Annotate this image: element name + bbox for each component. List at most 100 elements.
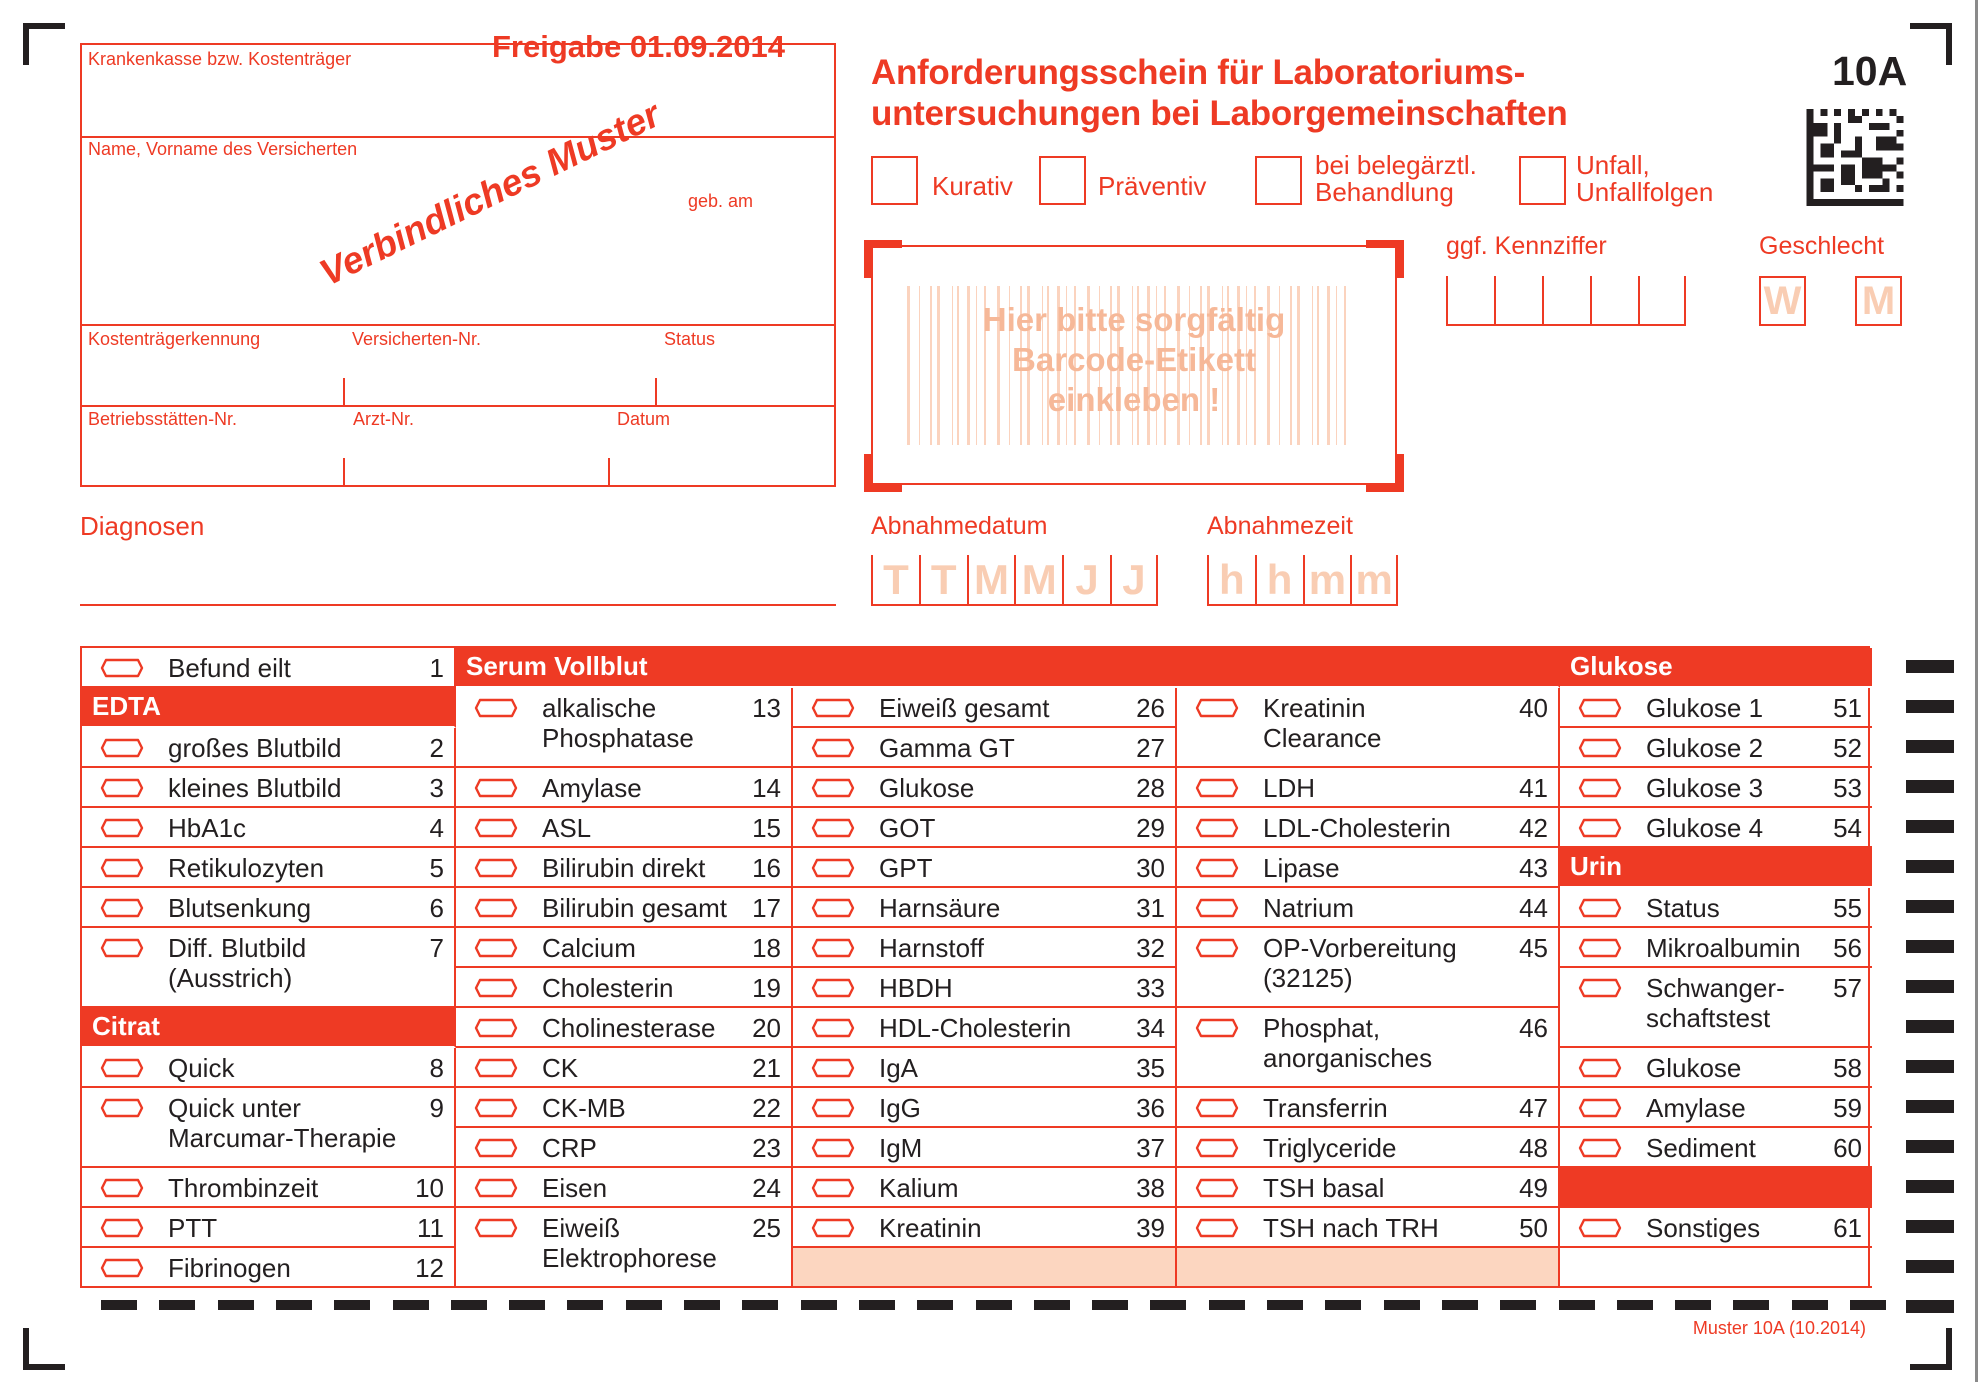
test-item-49[interactable]: TSH basal 49: [1177, 1168, 1560, 1208]
checkbox-pill-icon[interactable]: [1578, 738, 1622, 758]
test-item-2[interactable]: großes Blutbild 2: [82, 728, 456, 768]
checkbox-belegaerztl[interactable]: [1255, 156, 1302, 205]
test-item-5[interactable]: Retikulozyten 5: [82, 848, 456, 888]
digit-cell[interactable]: J: [1109, 555, 1158, 604]
checkbox-pill-icon[interactable]: [811, 858, 855, 878]
checkbox-pill-icon[interactable]: [1195, 698, 1239, 718]
test-item-52[interactable]: Glukose 2 52: [1560, 728, 1872, 768]
checkbox-pill-icon[interactable]: [1578, 698, 1622, 718]
test-item-32[interactable]: Harnstoff 32: [793, 928, 1177, 968]
checkbox-pill-icon[interactable]: [1195, 1218, 1239, 1238]
checkbox-pill-icon[interactable]: [1578, 1058, 1622, 1078]
checkbox-pill-icon[interactable]: [811, 1018, 855, 1038]
checkbox-pill-icon[interactable]: [474, 1138, 518, 1158]
test-item-57[interactable]: Schwanger- schaftstest 57: [1560, 968, 1872, 1048]
checkbox-pill-icon[interactable]: [811, 1178, 855, 1198]
doctor-number-field[interactable]: Arzt-Nr.: [353, 409, 414, 429]
test-item-44[interactable]: Natrium 44: [1177, 888, 1560, 928]
checkbox-pill-icon[interactable]: [1578, 898, 1622, 918]
test-item-42[interactable]: LDL-Cholesterin 42: [1177, 808, 1560, 848]
checkbox-pill-icon[interactable]: [1195, 1098, 1239, 1118]
test-item-17[interactable]: Bilirubin gesamt 17: [456, 888, 793, 928]
test-item-23[interactable]: CRP 23: [456, 1128, 793, 1168]
checkbox-pill-icon[interactable]: [1195, 938, 1239, 958]
checkbox-pill-icon[interactable]: [100, 818, 144, 838]
digit-cell[interactable]: m: [1350, 555, 1398, 604]
checkbox-pill-icon[interactable]: [474, 858, 518, 878]
checkbox-pill-icon[interactable]: [1195, 818, 1239, 838]
checkbox-pill-icon[interactable]: [1195, 1138, 1239, 1158]
digit-cell[interactable]: m: [1302, 555, 1351, 604]
checkbox-pill-icon[interactable]: [474, 978, 518, 998]
checkbox-pill-icon[interactable]: [474, 1218, 518, 1238]
sex-female-box[interactable]: W: [1759, 276, 1806, 326]
digit-cell[interactable]: [1446, 276, 1494, 324]
diagnoses-input-line[interactable]: [80, 604, 836, 606]
test-item-56[interactable]: Mikroalbumin 56: [1560, 928, 1872, 968]
payer-id-field[interactable]: Kostenträgerkennung: [88, 329, 261, 349]
checkbox-pill-icon[interactable]: [1195, 858, 1239, 878]
test-item-31[interactable]: Harnsäure 31: [793, 888, 1177, 928]
digit-cell[interactable]: [1590, 276, 1638, 324]
test-item-58[interactable]: Glukose 58: [1560, 1048, 1872, 1088]
test-item-39[interactable]: Kreatinin 39: [793, 1208, 1177, 1248]
test-item-22[interactable]: CK-MB 22: [456, 1088, 793, 1128]
test-item-30[interactable]: GPT 30: [793, 848, 1177, 888]
checkbox-pill-icon[interactable]: [1578, 778, 1622, 798]
test-item-60[interactable]: Sediment 60: [1560, 1128, 1872, 1168]
checkbox-pill-icon[interactable]: [474, 938, 518, 958]
test-item-12[interactable]: Fibrinogen 12: [82, 1248, 456, 1288]
checkbox-pill-icon[interactable]: [811, 978, 855, 998]
test-item-4[interactable]: HbA1c 4: [82, 808, 456, 848]
checkbox-pill-icon[interactable]: [1195, 1178, 1239, 1198]
checkbox-pill-icon[interactable]: [100, 738, 144, 758]
checkbox-pill-icon[interactable]: [811, 1098, 855, 1118]
test-item-45[interactable]: OP-Vorbereitung (32125) 45: [1177, 928, 1560, 1008]
test-item-59[interactable]: Amylase 59: [1560, 1088, 1872, 1128]
checkbox-pill-icon[interactable]: [474, 818, 518, 838]
test-item-47[interactable]: Transferrin 47: [1177, 1088, 1560, 1128]
digit-cell[interactable]: J: [1062, 555, 1110, 604]
digit-cell[interactable]: M: [966, 555, 1015, 604]
test-item-1[interactable]: Befund eilt 1: [82, 648, 456, 688]
checkbox-pill-icon[interactable]: [1578, 938, 1622, 958]
checkbox-pill-icon[interactable]: [100, 858, 144, 878]
checkbox-pill-icon[interactable]: [474, 1018, 518, 1038]
checkbox-unfall[interactable]: [1519, 156, 1566, 205]
kennziffer-input[interactable]: [1446, 276, 1686, 326]
test-item-18[interactable]: Calcium 18: [456, 928, 793, 968]
test-item-8[interactable]: Quick 8: [82, 1048, 456, 1088]
test-item-50[interactable]: TSH nach TRH 50: [1177, 1208, 1560, 1248]
birth-date-field[interactable]: geb. am: [688, 191, 754, 211]
checkbox-pill-icon[interactable]: [100, 1258, 144, 1278]
test-item-9[interactable]: Quick unter Marcumar-Therapie 9: [82, 1088, 456, 1168]
checkbox-pill-icon[interactable]: [100, 1058, 144, 1078]
test-item-16[interactable]: Bilirubin direkt 16: [456, 848, 793, 888]
test-item-61[interactable]: Sonstiges 61: [1560, 1208, 1872, 1248]
digit-cell[interactable]: T: [918, 555, 967, 604]
checkbox-pill-icon[interactable]: [100, 778, 144, 798]
checkbox-pill-icon[interactable]: [1578, 1218, 1622, 1238]
sex-male-box[interactable]: M: [1855, 276, 1902, 326]
checkbox-pill-icon[interactable]: [811, 1058, 855, 1078]
test-item-25[interactable]: Eiweiß Elektrophorese 25: [456, 1208, 793, 1288]
test-item-40[interactable]: Kreatinin Clearance 40: [1177, 688, 1560, 768]
checkbox-kurativ[interactable]: [871, 156, 918, 205]
test-item-10[interactable]: Thrombinzeit 10: [82, 1168, 456, 1208]
date-field[interactable]: Datum: [617, 409, 671, 429]
digit-cell[interactable]: h: [1207, 555, 1255, 604]
insured-number-field[interactable]: Versicherten-Nr.: [352, 329, 482, 349]
checkbox-pill-icon[interactable]: [100, 658, 144, 678]
test-item-51[interactable]: Glukose 1 51: [1560, 688, 1872, 728]
checkbox-pill-icon[interactable]: [811, 1218, 855, 1238]
digit-cell[interactable]: [1542, 276, 1590, 324]
checkbox-pill-icon[interactable]: [474, 698, 518, 718]
digit-cell[interactable]: M: [1014, 555, 1062, 604]
test-item-43[interactable]: Lipase 43: [1177, 848, 1560, 888]
checkbox-pill-icon[interactable]: [1578, 818, 1622, 838]
test-item-54[interactable]: Glukose 4 54: [1560, 808, 1872, 848]
checkbox-pill-icon[interactable]: [100, 1178, 144, 1198]
checkbox-pill-icon[interactable]: [474, 1058, 518, 1078]
test-item-38[interactable]: Kalium 38: [793, 1168, 1177, 1208]
